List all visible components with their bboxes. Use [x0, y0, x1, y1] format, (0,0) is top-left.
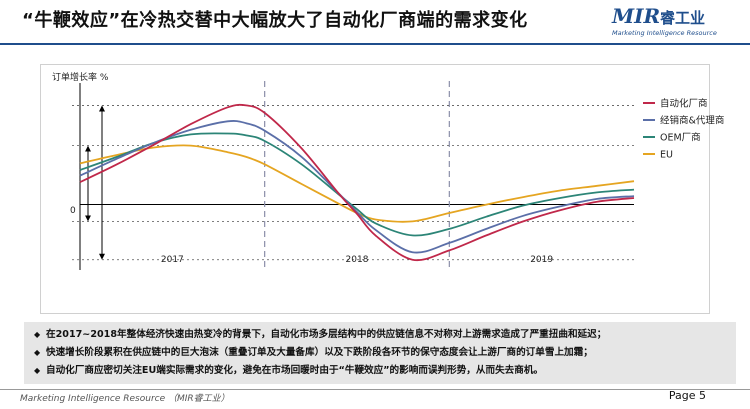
bullet-text: 自动化厂商应密切关注EU端实际需求的变化，避免在市场回暖时由于“牛鞭效应”的影响…: [46, 365, 544, 376]
title-rule: [0, 43, 750, 45]
y-zero-label: 0: [70, 206, 76, 216]
series-line: [79, 103, 635, 262]
page-number: Page 5: [668, 389, 706, 402]
chart-frame: [40, 64, 710, 314]
series-line: [79, 144, 635, 223]
legend-label: EU: [660, 150, 673, 161]
bullet-item: ◆ 自动化厂商应密切关注EU端实际需求的变化，避免在市场回暖时由于“牛鞭效应”的影…: [34, 362, 726, 380]
footer-rule: [0, 389, 750, 390]
diamond-bullet-icon: ◆: [34, 348, 41, 357]
logo-mark: MIR: [612, 4, 661, 28]
series-line: [79, 132, 635, 237]
y-axis-label: 订单增长率 %: [52, 71, 109, 83]
legend-label: OEM厂商: [660, 132, 701, 144]
brand-logo: MIR 睿工业 Marketing Intelligence Resource: [612, 4, 742, 40]
bullet-text: 快速增长阶段累积在供应链中的巨大泡沫（重叠订单及大量备库）以及下跌阶段各环节的保…: [46, 347, 593, 358]
slide-title: “牛鞭效应”在冷热交替中大幅放大了自动化厂商端的需求变化: [22, 10, 528, 31]
logo-chinese: 睿工业: [660, 9, 706, 27]
bullet-panel: ◆ 在2017~2018年整体经济快速由热变冷的背景下，自动化市场多层结构中的供应…: [24, 322, 736, 384]
diamond-bullet-icon: ◆: [34, 366, 41, 375]
legend-label: 经销商&代理商: [660, 115, 724, 127]
period-label: 2018: [346, 255, 369, 265]
bullet-item: ◆ 在2017~2018年整体经济快速由热变冷的背景下，自动化市场多层结构中的供应…: [34, 326, 726, 344]
diamond-bullet-icon: ◆: [34, 330, 41, 339]
bullet-text: 在2017~2018年整体经济快速由热变冷的背景下，自动化市场多层结构中的供应链…: [46, 329, 607, 340]
logo-tagline: Marketing Intelligence Resource: [612, 29, 717, 37]
bullet-item: ◆ 快速增长阶段累积在供应链中的巨大泡沫（重叠订单及大量备库）以及下跌阶段各环节的…: [34, 344, 726, 362]
footer-credit: Marketing Intelligence Resource （MIR睿工业）: [20, 394, 230, 404]
legend-label: 自动化厂商: [660, 98, 708, 110]
period-label: 2017: [161, 255, 184, 265]
period-label: 2019: [530, 255, 553, 265]
